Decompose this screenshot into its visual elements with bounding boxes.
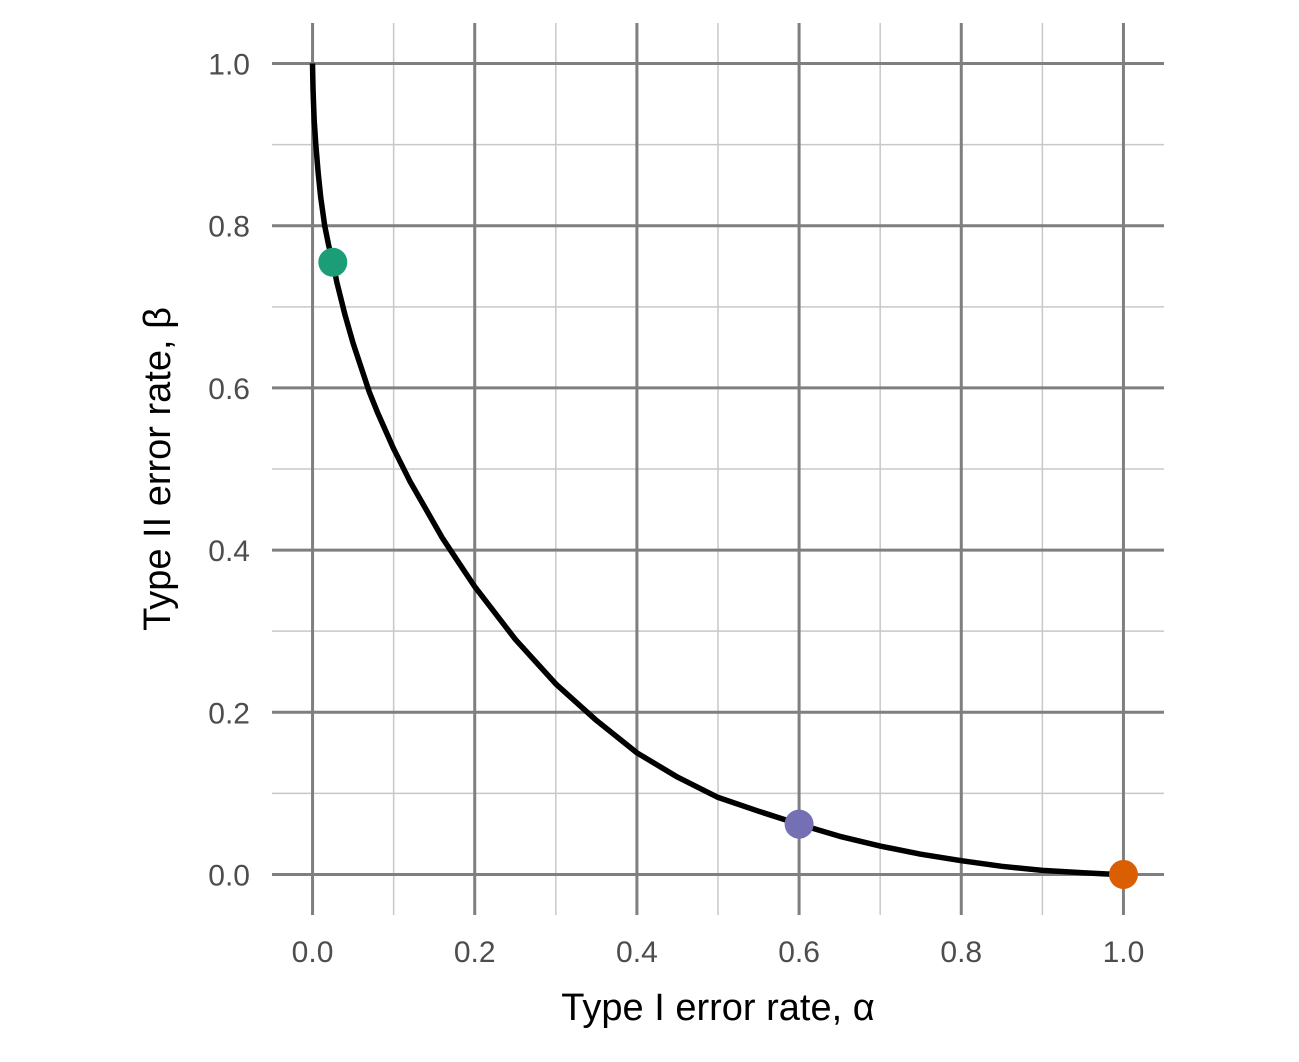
y-tick-label: 0.2: [208, 697, 250, 730]
highlight-point: [784, 809, 814, 839]
x-tick-label: 1.0: [1103, 936, 1145, 969]
y-tick-label: 0.6: [208, 373, 250, 406]
major-gridlines: [272, 23, 1164, 915]
y-tick-label: 0.0: [208, 859, 250, 892]
minor-gridlines: [272, 23, 1164, 915]
y-tick-label: 0.8: [208, 211, 250, 244]
x-tick-labels: 0.0 0.2 0.4 0.6 0.8 1.0: [292, 936, 1145, 969]
x-tick-label: 0.6: [778, 936, 820, 969]
y-tick-label: 0.4: [208, 535, 250, 568]
error-tradeoff-curve: [309, 63, 1124, 878]
x-tick-label: 0.4: [616, 936, 658, 969]
highlight-point: [318, 247, 348, 277]
series-layer: [309, 63, 1124, 878]
x-axis-title: Type I error rate, α: [561, 987, 874, 1029]
x-tick-label: 0.0: [292, 936, 334, 969]
x-tick-label: 0.2: [454, 936, 496, 969]
x-tick-label: 0.8: [940, 936, 982, 969]
y-axis-title: Type II error rate, β: [137, 307, 179, 631]
y-tick-labels: 0.0 0.2 0.4 0.6 0.8 1.0: [208, 49, 250, 893]
points-layer: [318, 247, 1138, 889]
y-tick-label: 1.0: [208, 49, 250, 82]
highlight-point: [1108, 859, 1138, 889]
